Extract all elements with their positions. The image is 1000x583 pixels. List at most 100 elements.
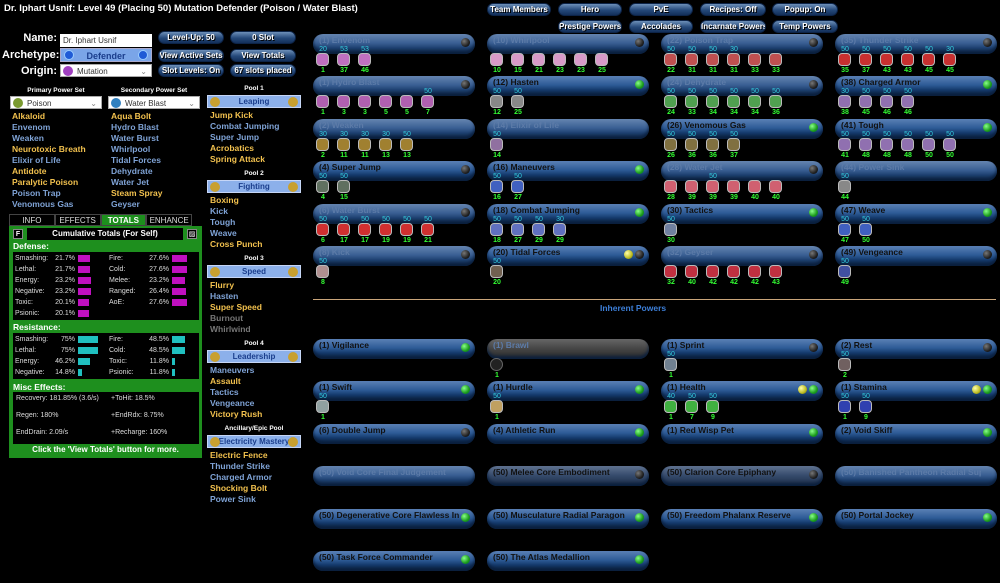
enhancement-slot[interactable]: [358, 95, 371, 108]
enhancement-slot[interactable]: [838, 223, 851, 236]
power-item-water-jet[interactable]: Water Jet: [111, 177, 149, 187]
power-proc-indicator[interactable]: [624, 250, 633, 259]
power-inactive-indicator[interactable]: [809, 165, 818, 174]
enhancement-slot[interactable]: [337, 138, 350, 151]
power-entry[interactable]: (50) The Atlas Medallion: [487, 551, 649, 571]
power-item-water-burst[interactable]: Water Burst: [111, 133, 159, 143]
pool-prev-icon[interactable]: [210, 437, 220, 447]
enhancement-slot[interactable]: [838, 53, 851, 66]
power-item-super-speed[interactable]: Super Speed: [210, 302, 262, 312]
power-item-electric-fence[interactable]: Electric Fence: [210, 450, 268, 460]
enhancement-slot[interactable]: [838, 400, 851, 413]
enhancement-slot[interactable]: [727, 53, 740, 66]
power-entry[interactable]: (1) Swift: [313, 381, 475, 401]
enhancement-slot[interactable]: [664, 180, 677, 193]
power-item-elixir-of-life[interactable]: Elixir of Life: [12, 155, 61, 165]
enhancement-slot[interactable]: [553, 53, 566, 66]
view-totals-button[interactable]: View Totals: [230, 49, 296, 62]
pool-prev-icon[interactable]: [210, 352, 220, 362]
enhancement-slot[interactable]: [358, 138, 371, 151]
enhancement-slot[interactable]: [316, 53, 329, 66]
enhancement-slot[interactable]: [901, 95, 914, 108]
power-item-tough[interactable]: Tough: [210, 217, 236, 227]
power-item-power-sink[interactable]: Power Sink: [210, 494, 256, 504]
enhancement-slot[interactable]: [316, 400, 329, 413]
pool-next-icon[interactable]: [288, 97, 298, 107]
power-inactive-indicator[interactable]: [635, 250, 644, 259]
power-entry[interactable]: (14) Elixir of Life: [487, 119, 649, 139]
power-item-jump-kick[interactable]: Jump Kick: [210, 110, 253, 120]
power-entry[interactable]: (49) Vengeance: [835, 246, 997, 266]
enhancement-slot[interactable]: [532, 223, 545, 236]
power-entry[interactable]: (38) Charged Armor: [835, 76, 997, 96]
power-item-steam-spray[interactable]: Steam Spray: [111, 188, 163, 198]
enhancement-slot[interactable]: [664, 95, 677, 108]
enhancement-slot[interactable]: [859, 223, 872, 236]
power-inactive-indicator[interactable]: [983, 250, 992, 259]
pool-next-icon[interactable]: [288, 437, 298, 447]
enhancement-slot[interactable]: [748, 265, 761, 278]
power-inactive-indicator[interactable]: [461, 80, 470, 89]
power-inactive-indicator[interactable]: [983, 343, 992, 352]
power-inactive-indicator[interactable]: [635, 470, 644, 479]
power-entry[interactable]: (1) Red Wisp Pet: [661, 424, 823, 444]
enhancement-slot[interactable]: [664, 400, 677, 413]
power-entry[interactable]: (8) Kick: [313, 246, 475, 266]
power-proc-indicator[interactable]: [972, 385, 981, 394]
power-active-indicator[interactable]: [635, 165, 644, 174]
enhancement-slot[interactable]: [337, 95, 350, 108]
enhancement-slot[interactable]: [769, 53, 782, 66]
power-entry[interactable]: (2) Weaken: [313, 119, 475, 139]
power-active-indicator[interactable]: [983, 428, 992, 437]
pool-prev-icon[interactable]: [210, 97, 220, 107]
power-entry[interactable]: (50) Banished Pantheon Radial Superio: [835, 466, 997, 486]
origin-select[interactable]: Mutation ⌄: [60, 64, 152, 77]
power-active-indicator[interactable]: [983, 80, 992, 89]
enhancement-slot[interactable]: [859, 95, 872, 108]
power-inactive-indicator[interactable]: [809, 343, 818, 352]
power-inactive-indicator[interactable]: [635, 38, 644, 47]
enhancement-slot[interactable]: [358, 223, 371, 236]
f-button[interactable]: F: [13, 229, 23, 239]
enhancement-slot[interactable]: [880, 95, 893, 108]
enhancement-slot[interactable]: [316, 95, 329, 108]
power-entry[interactable]: (1) Sprint: [661, 339, 823, 359]
enhancement-slot[interactable]: [379, 223, 392, 236]
enhancement-slot[interactable]: [838, 265, 851, 278]
level-up-button[interactable]: Level-Up: 50: [158, 31, 224, 44]
enhancement-slot[interactable]: [769, 95, 782, 108]
enhancement-slot[interactable]: [490, 138, 503, 151]
power-inactive-indicator[interactable]: [461, 208, 470, 217]
prestige-powers-button[interactable]: Prestige Powers: [558, 20, 622, 33]
power-entry[interactable]: (18) Combat Jumping: [487, 204, 649, 224]
power-entry[interactable]: (2) Void Skiff: [835, 424, 997, 444]
enhancement-slot[interactable]: [706, 400, 719, 413]
power-item-thunder-strike[interactable]: Thunder Strike: [210, 461, 270, 471]
power-item-alkaloid[interactable]: Alkaloid: [12, 111, 46, 121]
tab-totals[interactable]: TOTALS: [100, 214, 147, 226]
enhancement-slot[interactable]: [511, 53, 524, 66]
enhancement-slot[interactable]: [685, 53, 698, 66]
accolades-button[interactable]: Accolades: [629, 20, 693, 33]
power-active-indicator[interactable]: [983, 513, 992, 522]
power-item-flurry[interactable]: Flurry: [210, 280, 235, 290]
pool-next-icon[interactable]: [288, 352, 298, 362]
power-active-indicator[interactable]: [809, 513, 818, 522]
power-active-indicator[interactable]: [635, 428, 644, 437]
power-active-indicator[interactable]: [983, 208, 992, 217]
power-item-weaken[interactable]: Weaken: [12, 133, 44, 143]
recipes-button[interactable]: Recipes: Off: [700, 3, 766, 16]
power-item-hydro-blast[interactable]: Hydro Blast: [111, 122, 159, 132]
power-entry[interactable]: (50) Clarion Core Epiphany: [661, 466, 823, 486]
enhancement-slot[interactable]: [532, 53, 545, 66]
power-entry[interactable]: (6) Double Jump: [313, 424, 475, 444]
enhancement-slot[interactable]: [595, 53, 608, 66]
enhancement-slot[interactable]: [838, 138, 851, 151]
power-inactive-indicator[interactable]: [461, 428, 470, 437]
power-item-aqua-bolt[interactable]: Aqua Bolt: [111, 111, 152, 121]
power-item-burnout[interactable]: Burnout: [210, 313, 244, 323]
pve-button[interactable]: PvE: [629, 3, 693, 16]
enhancement-slot[interactable]: [490, 95, 503, 108]
power-item-shocking-bolt[interactable]: Shocking Bolt: [210, 483, 268, 493]
power-entry[interactable]: (50) Void Core Final Judgement: [313, 466, 475, 486]
